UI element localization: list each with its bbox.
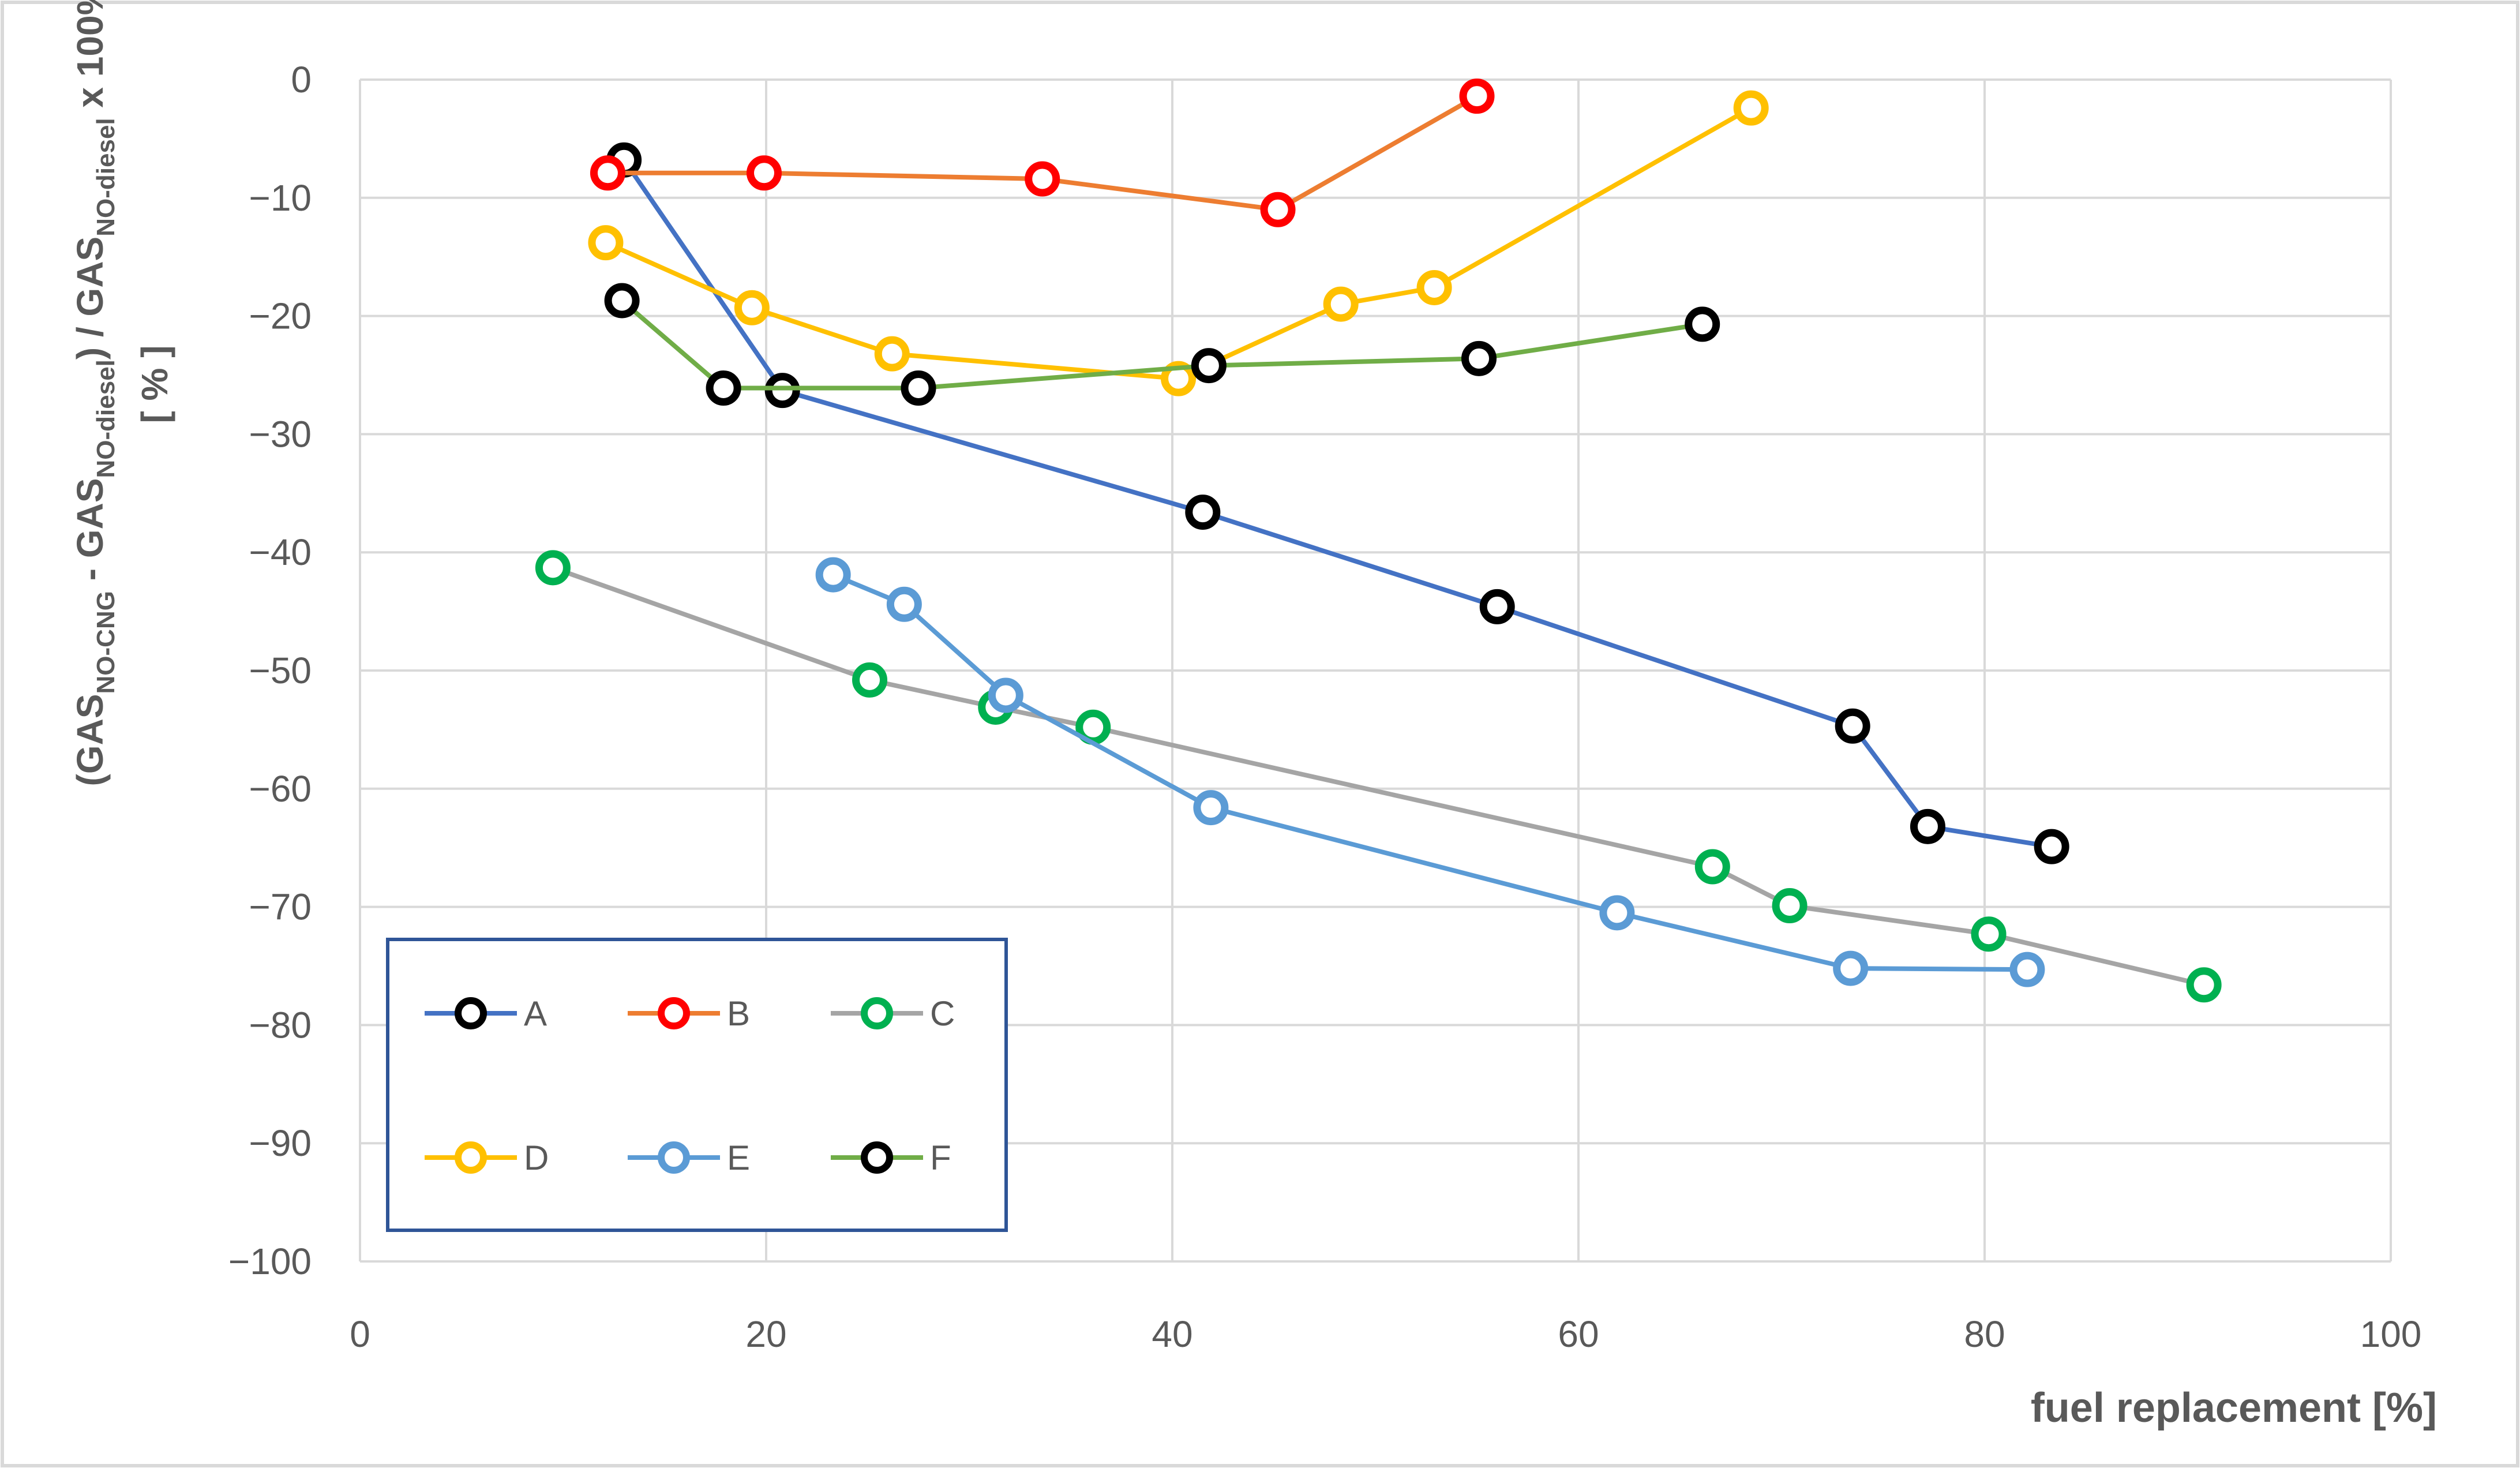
data-point — [901, 370, 936, 406]
legend-entry-b: B — [628, 994, 750, 1033]
y-tick-label: −100 — [228, 1241, 312, 1282]
data-point — [988, 677, 1023, 713]
data-point — [706, 370, 741, 406]
series-b — [590, 78, 1495, 227]
data-point — [1461, 340, 1497, 376]
legend-swatch-marker — [455, 1141, 487, 1174]
data-point — [1185, 495, 1221, 530]
y-tick-label: −20 — [249, 295, 312, 337]
legend-label: C — [930, 994, 955, 1033]
legend-entry-c: C — [831, 994, 955, 1033]
y-tick-label: −10 — [249, 177, 312, 219]
data-point — [1694, 849, 1730, 885]
data-point — [1260, 192, 1296, 227]
x-axis-title: fuel replacement [%] — [2031, 1385, 2437, 1431]
data-point — [2034, 829, 2069, 864]
legend-swatch-marker — [861, 1141, 893, 1174]
series-e — [815, 557, 2045, 987]
y-axis-title-unit: [ % ] — [134, 345, 175, 423]
series-f — [604, 283, 1720, 406]
legend-entry-f: F — [831, 1139, 951, 1177]
x-tick-label: 40 — [1152, 1313, 1192, 1355]
data-point — [734, 290, 770, 325]
x-tick-label: 20 — [745, 1313, 786, 1355]
data-point — [1459, 78, 1495, 114]
data-point — [1971, 916, 2007, 952]
data-point — [1025, 161, 1060, 197]
data-point — [1161, 361, 1197, 396]
data-point — [764, 373, 800, 409]
y-axis-title: (GASNO-CNG - GASNO-diesel) / GASNO-diese… — [69, 0, 120, 786]
legend-swatch-marker — [658, 1141, 690, 1174]
y-tick-label: 0 — [291, 59, 312, 100]
data-point — [2009, 952, 2045, 987]
legend-label: B — [727, 994, 750, 1033]
y-tick-label: −50 — [249, 650, 312, 691]
data-point — [746, 155, 782, 191]
y-tick-label: −90 — [249, 1122, 312, 1164]
data-point — [1772, 888, 1807, 924]
x-tick-label: 60 — [1558, 1313, 1599, 1355]
x-tick-labels: 0 20 40 60 80 100 — [350, 1313, 2421, 1355]
data-point — [1599, 895, 1635, 931]
legend-entry-a: A — [425, 994, 547, 1033]
x-tick-label: 100 — [2360, 1313, 2422, 1355]
y-tick-label: −60 — [249, 768, 312, 810]
data-point — [1910, 808, 1945, 844]
data-point — [604, 283, 640, 319]
data-point — [1685, 306, 1720, 342]
legend-box — [386, 938, 1008, 1232]
x-tick-label: 80 — [1964, 1313, 2005, 1355]
data-point — [1323, 286, 1359, 322]
legend-swatch-marker — [861, 997, 893, 1029]
data-point — [1191, 348, 1227, 384]
data-point — [1733, 90, 1769, 126]
legend-swatch-marker — [658, 997, 690, 1029]
y-tick-label: −80 — [249, 1004, 312, 1046]
legend-label: E — [727, 1139, 750, 1177]
data-point — [1193, 790, 1229, 826]
legend-label: D — [524, 1139, 549, 1177]
data-point — [1479, 589, 1515, 624]
legend: A B C D E F — [386, 938, 1008, 1232]
y-tick-label: −70 — [249, 886, 312, 928]
x-tick-label: 0 — [350, 1313, 370, 1355]
data-point — [874, 336, 910, 372]
data-point — [1416, 269, 1452, 305]
series-d — [588, 90, 1769, 396]
data-point — [815, 557, 851, 593]
legend-label: A — [524, 994, 547, 1033]
y-tick-label: −30 — [249, 413, 312, 455]
y-tick-label: −40 — [249, 531, 312, 573]
data-point — [852, 662, 888, 698]
legend-entries: A B C D E F — [425, 994, 955, 1177]
series-line — [552, 566, 2205, 987]
series-line — [620, 298, 1703, 391]
data-point — [588, 225, 624, 261]
data-point — [1833, 950, 1869, 986]
data-point — [535, 550, 571, 586]
series-c — [535, 550, 2222, 1003]
data-point — [2186, 967, 2222, 1003]
data-point — [1835, 708, 1870, 744]
data-point — [590, 155, 625, 191]
y-tick-labels: 0 −10 −20 −30 −40 −50 −60 −70 −80 −90 −100 — [228, 59, 312, 1282]
series-layer — [535, 78, 2222, 1003]
legend-swatch-marker — [455, 997, 487, 1029]
data-point — [886, 586, 922, 622]
legend-entry-d: D — [425, 1139, 549, 1177]
legend-entry-e: E — [628, 1139, 750, 1177]
legend-label: F — [930, 1139, 951, 1177]
